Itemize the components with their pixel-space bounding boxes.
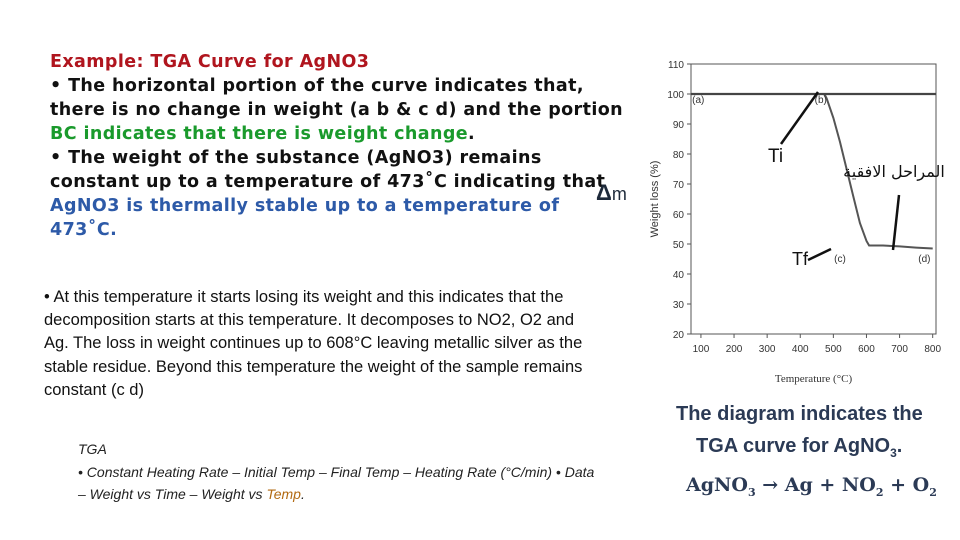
tga-summary: TGA • Constant Heating Rate – Initial Te…: [78, 438, 598, 506]
reactant: AgNO: [686, 474, 748, 496]
tga-chart: 20 30 40 50 60 70 80 90 100 110 100 200 300 400 500 600…: [649, 60, 945, 385]
caption-text: TGA curve for AgNO: [696, 435, 891, 457]
x-tick-label: 700: [891, 344, 908, 355]
bullet1-highlight: BC indicates that there is weight change: [50, 124, 469, 144]
x-tick-label: 100: [693, 344, 710, 355]
caption-line1: The diagram indicates the: [676, 403, 923, 425]
reaction-equation: AgNO3 → Ag + NO2 + O2: [686, 474, 937, 499]
y-tick-label: 50: [673, 240, 685, 251]
tga-parameters: • Constant Heating Rate – Initial Temp –…: [78, 461, 598, 506]
y-tick-label: 60: [673, 210, 685, 221]
point-label: (c): [834, 254, 846, 265]
y-tick-label: 100: [667, 90, 684, 101]
y-tick-label: 110: [668, 60, 684, 71]
tga-heading: TGA: [78, 441, 107, 457]
x-tick-label: 400: [792, 344, 809, 355]
y-tick-label: 90: [673, 120, 685, 131]
bullet1-end: .: [468, 124, 476, 144]
bullet2-highlight: AgNO3 is thermally stable up to a temper…: [50, 196, 560, 240]
caption-end: .: [896, 435, 903, 457]
caption-line2: TGA curve for AgNO3.: [696, 435, 902, 460]
y-tick-label: 30: [673, 300, 685, 311]
tf-pointer: [807, 247, 832, 262]
ti-pointer: [779, 91, 820, 145]
ti-annotation: Ti: [768, 146, 783, 167]
y-tick-label: 40: [673, 270, 685, 281]
reaction-arrow-products: → Ag + NO: [755, 474, 876, 496]
bullet-constant-weight: • The weight of the substance (AgNO3) re…: [50, 146, 630, 242]
delta-symbol: Δ: [596, 180, 612, 205]
example-title: Example: TGA Curve for AgNO3: [50, 52, 370, 72]
caption-subscript: 3: [890, 446, 897, 460]
delta-m-text: m: [611, 184, 627, 204]
decomposition-paragraph: • At this temperature it starts losing i…: [44, 288, 583, 399]
example-text-block: Example: TGA Curve for AgNO3 • The horiz…: [50, 50, 630, 242]
x-tick-label: 600: [858, 344, 875, 355]
bullet-horizontal-portion: • The horizontal portion of the curve in…: [50, 74, 630, 146]
arabic-annotation: المراحل الافقية: [843, 162, 945, 182]
arabic-pointer: [891, 194, 901, 251]
oxygen: + O: [883, 474, 930, 496]
bullet2-text: • The weight of the substance (AgNO3) re…: [50, 148, 606, 192]
point-label: (d): [918, 254, 930, 265]
no2-sub: 2: [875, 485, 884, 499]
y-tick-label: 20: [673, 330, 685, 341]
point-label: (a): [692, 95, 704, 106]
bullet1-text: • The horizontal portion of the curve in…: [50, 76, 624, 120]
y-axis-label: Weight loss (%): [649, 161, 661, 238]
plot-frame: [690, 63, 937, 335]
x-tick-label: 500: [825, 344, 842, 355]
x-tick-label: 800: [924, 344, 941, 355]
y-tick-label: 70: [673, 180, 685, 191]
y-tick-label: 80: [673, 150, 685, 161]
reactant-sub: 3: [747, 485, 756, 499]
x-tick-label: 300: [759, 344, 776, 355]
x-axis-label: Temperature (°C): [775, 373, 853, 385]
point-label: (b): [815, 95, 827, 106]
tga-params-text: • Constant Heating Rate – Initial Temp –…: [78, 463, 595, 503]
x-tick-label: 200: [726, 344, 743, 355]
tf-annotation: Tf: [792, 249, 809, 269]
tga-params-end: .: [300, 486, 305, 502]
tga-params-temp: Temp: [266, 486, 301, 502]
delta-m-label: Δm: [596, 180, 627, 206]
o2-sub: 2: [929, 485, 937, 499]
